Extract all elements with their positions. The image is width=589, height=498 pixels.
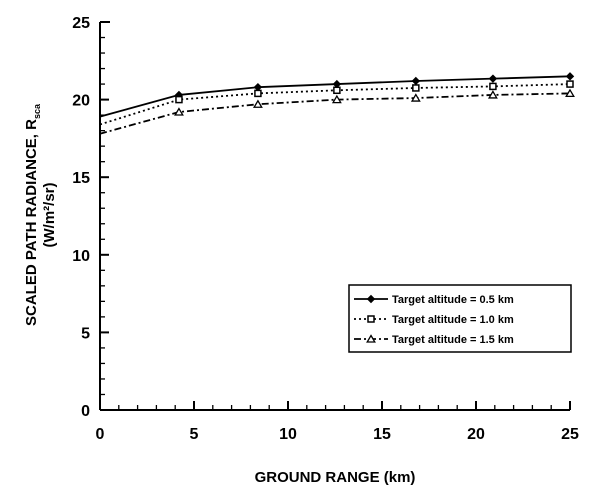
y-tick-label: 5 xyxy=(81,325,90,342)
data-point-series-1 xyxy=(565,72,575,81)
legend-marker xyxy=(366,334,376,343)
data-point-series-3 xyxy=(252,99,263,108)
y-tick-label: 10 xyxy=(72,248,90,265)
data-point-series-2 xyxy=(333,86,341,95)
x-tick-label: 25 xyxy=(561,426,579,443)
data-point-series-2 xyxy=(566,80,574,88)
x-tick-label: 20 xyxy=(467,426,485,443)
y-axis-title-subscript: sca xyxy=(32,103,42,119)
x-axis-title: GROUND RANGE (km) xyxy=(255,469,416,486)
data-point-series-3 xyxy=(487,90,498,99)
legend-marker xyxy=(366,294,376,304)
y-axis-title-main: SCALED PATH RADIANCE, R xyxy=(23,119,40,326)
series-layer xyxy=(99,72,575,135)
x-tick-label: 5 xyxy=(190,426,199,443)
data-point-series-2 xyxy=(175,95,183,104)
legend-label: Target altitude = 1.0 km xyxy=(392,314,514,326)
legend-marker xyxy=(367,315,375,323)
x-tick-label: 10 xyxy=(279,426,297,443)
data-point-series-3 xyxy=(565,88,575,98)
data-point-series-2 xyxy=(489,82,497,91)
data-point-series-1 xyxy=(253,82,263,92)
x-tick-label: 15 xyxy=(373,426,391,443)
data-point-series-1 xyxy=(488,74,498,83)
data-point-series-1 xyxy=(332,79,342,89)
legend: Target altitude = 0.5 km Target altitude … xyxy=(348,284,572,353)
data-point-series-3 xyxy=(331,94,342,104)
data-point-series-1 xyxy=(411,76,421,86)
data-point-series-3 xyxy=(174,107,184,116)
data-point-series-2 xyxy=(412,84,420,92)
legend-label: Target altitude = 0.5 km xyxy=(392,294,514,306)
y-tick-label: 15 xyxy=(72,170,90,187)
data-point-series-2 xyxy=(254,89,262,98)
x-tick-label: 0 xyxy=(96,426,105,443)
y-axis-unit: (W/m²/sr) xyxy=(41,183,58,248)
y-axis-title: SCALED PATH RADIANCE, Rsca xyxy=(23,103,42,326)
data-point-series-3 xyxy=(410,93,421,102)
y-tick-label: 0 xyxy=(81,403,90,420)
legend-label: Target altitude = 1.5 km xyxy=(392,334,514,346)
y-tick-label: 20 xyxy=(72,93,90,110)
y-tick-label: 25 xyxy=(72,15,90,32)
